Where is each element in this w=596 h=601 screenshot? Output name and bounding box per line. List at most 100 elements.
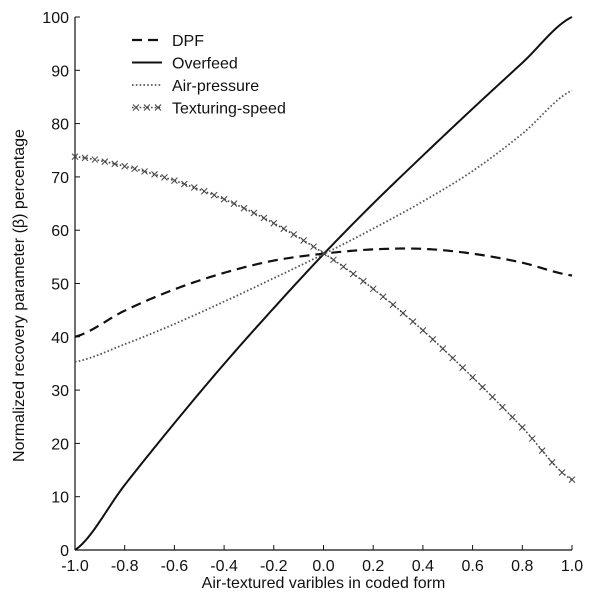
x-marker [439, 345, 447, 352]
legend-item: DPF [132, 33, 204, 50]
x-marker [131, 165, 138, 173]
x-tick-label: -1.0 [61, 558, 89, 575]
x-marker [359, 277, 367, 285]
x-marker [409, 318, 417, 326]
y-axis-title: Normalized recovery parameter (β) percen… [11, 129, 28, 462]
x-tick-label: -0.4 [210, 558, 238, 575]
x-marker [230, 200, 238, 208]
x-marker [270, 219, 278, 227]
legend-label: DPF [172, 33, 204, 50]
x-marker [449, 354, 457, 362]
x-marker [151, 170, 158, 178]
y-tick-label: 50 [51, 277, 69, 294]
x-marker [340, 263, 347, 271]
x-marker [349, 270, 357, 278]
series-air-pressure [74, 89, 573, 363]
series-line [74, 247, 573, 338]
x-axis-ticks: -1.0 -0.8 -0.6 -0.4 -0.2 0.0 0.2 0.4 0.6 0.8 1.0 [61, 545, 583, 575]
x-marker [250, 209, 258, 217]
x-tick-label: 1.0 [561, 558, 583, 575]
x-marker [389, 301, 397, 309]
x-marker [91, 156, 99, 163]
y-tick-label: 80 [51, 117, 69, 134]
x-marker [419, 327, 427, 334]
y-tick-label: 20 [51, 436, 69, 453]
y-tick-label: 100 [42, 10, 69, 27]
x-marker [81, 154, 89, 162]
x-marker [558, 469, 566, 476]
x-marker [190, 184, 198, 191]
x-marker [538, 447, 546, 455]
x-marker [369, 285, 377, 293]
legend-label: Overfeed [172, 56, 238, 73]
x-marker [171, 177, 178, 184]
x-tick-label: -0.6 [161, 558, 189, 575]
x-marker [479, 383, 486, 391]
plot-area: -1.0 -0.8 -0.6 -0.4 -0.2 0.0 0.2 0.4 0.6 0.8 1.0 0… [42, 10, 583, 575]
series-line [74, 155, 573, 481]
x-marker [200, 187, 208, 195]
x-marker [101, 158, 109, 165]
legend: DPF Overfeed Air-pressure Texturing-speed [132, 33, 286, 118]
y-tick-label: 10 [51, 490, 69, 507]
x-marker [399, 309, 407, 317]
x-marker [300, 237, 307, 244]
x-marker [141, 168, 148, 175]
x-marker [143, 104, 151, 111]
x-marker [469, 373, 476, 381]
x-tick-label: 0.4 [412, 558, 434, 575]
x-marker [548, 459, 556, 466]
y-axis-ticks: 0 10 20 30 40 50 60 70 80 90 100 [42, 10, 80, 560]
legend-item: Overfeed [132, 56, 238, 73]
series-dpf [74, 247, 573, 338]
x-marker [210, 191, 218, 199]
x-tick-label: 0.2 [362, 558, 384, 575]
legend-item: Texturing-speed [132, 101, 286, 118]
x-marker [330, 256, 337, 264]
x-axis-title: Air-textured varibles in coded form [202, 575, 446, 592]
x-marker [290, 231, 298, 238]
y-tick-label: 30 [51, 383, 69, 400]
x-marker [509, 413, 516, 421]
x-marker [240, 204, 248, 212]
x-marker [161, 174, 168, 181]
legend-item: Air-pressure [132, 78, 259, 95]
x-marker [154, 104, 162, 111]
x-marker [220, 195, 228, 203]
x-marker [132, 104, 140, 111]
series-layer [71, 16, 576, 551]
x-tick-label: 0.8 [511, 558, 533, 575]
x-marker [71, 153, 79, 160]
y-tick-label: 70 [51, 170, 69, 187]
x-marker [459, 364, 467, 371]
x-marker [499, 403, 506, 411]
x-marker [518, 424, 526, 431]
x-marker [429, 336, 437, 343]
x-marker [528, 435, 536, 442]
x-tick-label: 0.0 [312, 558, 334, 575]
y-tick-label: 0 [60, 543, 69, 560]
x-tick-label: 0.6 [461, 558, 483, 575]
x-marker [310, 243, 317, 251]
x-marker [180, 180, 188, 188]
x-marker [260, 214, 268, 222]
series-overfeed [74, 16, 573, 551]
x-marker [489, 393, 496, 401]
series-line [74, 89, 573, 363]
x-marker [280, 225, 288, 233]
y-tick-label: 90 [51, 63, 69, 80]
x-tick-label: -0.8 [111, 558, 139, 575]
y-tick-label: 40 [51, 330, 69, 347]
legend-label: Texturing-speed [172, 101, 286, 118]
x-tick-label: -0.2 [260, 558, 288, 575]
x-marker [121, 162, 129, 170]
series-line [74, 16, 573, 551]
series-texturing-speed [71, 153, 576, 483]
legend-label: Air-pressure [172, 78, 259, 95]
y-tick-label: 60 [51, 223, 69, 240]
x-marker [379, 293, 387, 301]
x-marker [568, 476, 576, 483]
x-marker [320, 249, 327, 257]
x-marker [111, 160, 119, 168]
